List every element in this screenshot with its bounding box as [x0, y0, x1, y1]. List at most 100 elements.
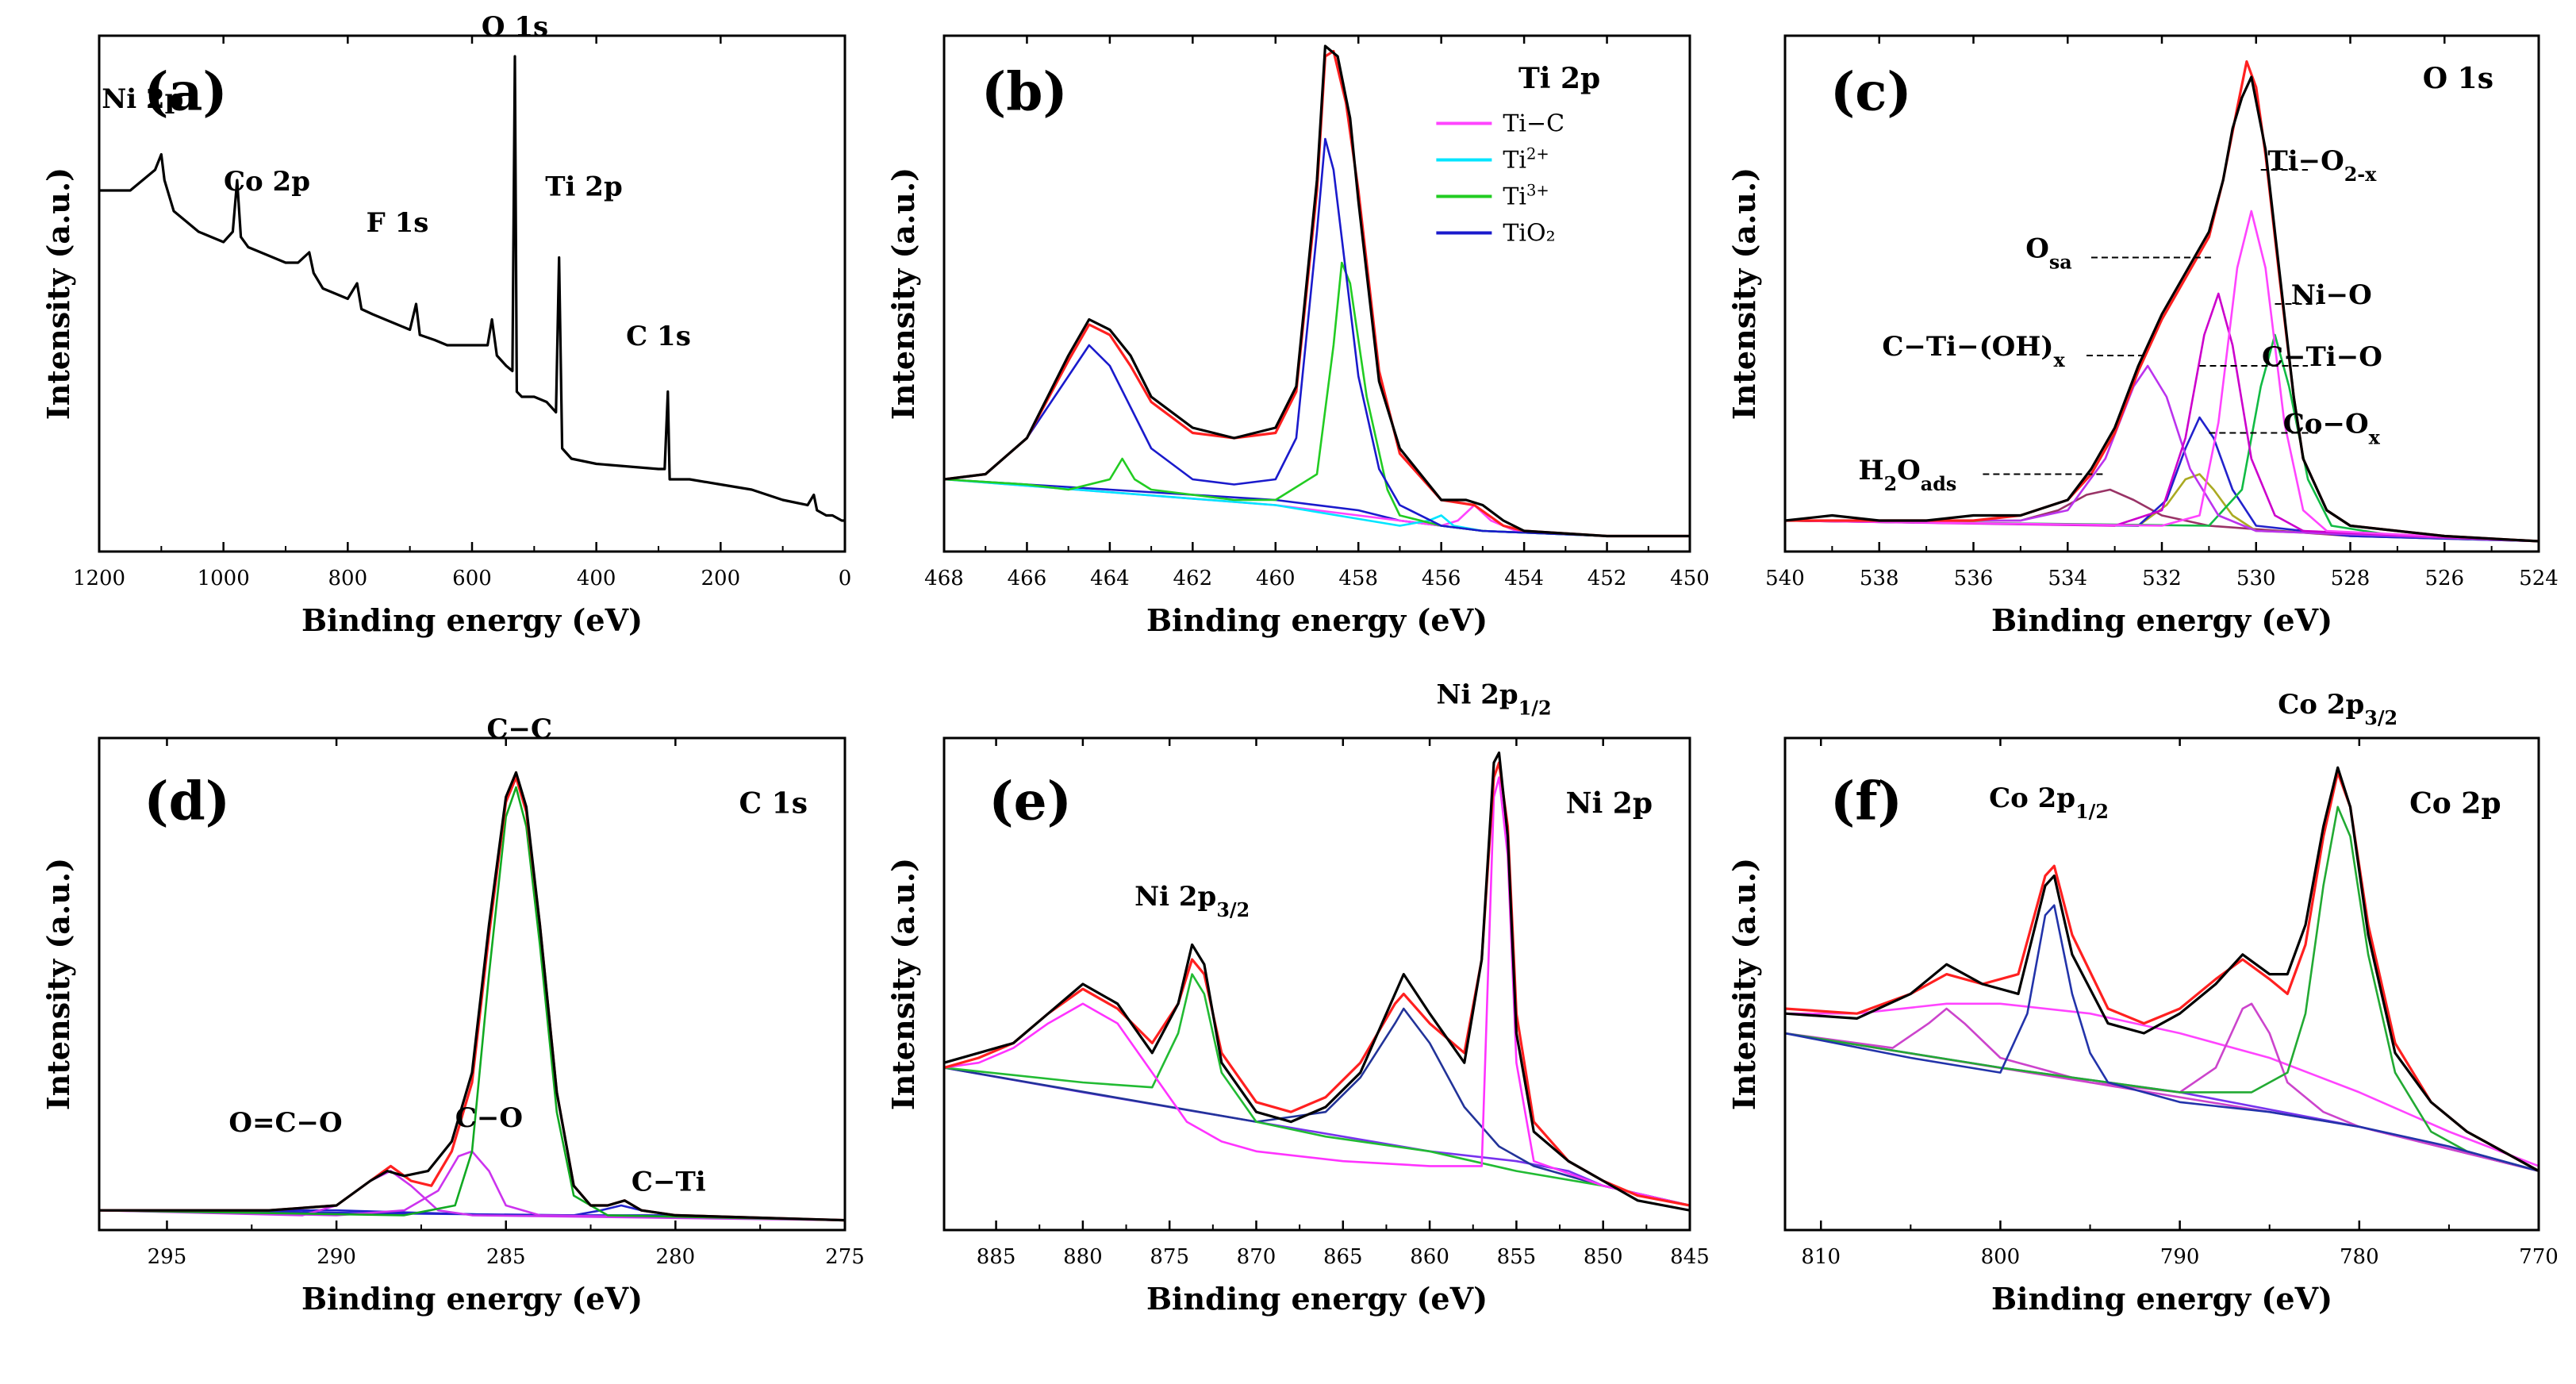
- panel-label: (c): [1830, 61, 1912, 123]
- x-tick-label: 0: [839, 567, 852, 590]
- x-tick-label: 865: [1323, 1245, 1363, 1269]
- x-tick-label: 870: [1237, 1245, 1276, 1269]
- x-tick-label: 770: [2519, 1245, 2559, 1269]
- series-group: [944, 752, 1690, 1212]
- chart-title: Ni 2p: [1566, 787, 1653, 821]
- series-line-ni-sat: [944, 1007, 1690, 1207]
- x-axis-label: Binding energy (eV): [301, 602, 643, 638]
- x-tick-label: 855: [1497, 1245, 1537, 1269]
- series-line-tio-: [944, 137, 1690, 537]
- peak-annotation: Ni−O: [2291, 279, 2372, 311]
- x-tick-label: 810: [1801, 1245, 1841, 1269]
- peak-annotation: Co 2p: [224, 166, 310, 198]
- x-tick-label: 800: [1981, 1245, 2021, 1269]
- y-axis-label: Intensity (a.u.): [40, 858, 76, 1110]
- legend-label: Ti−C: [1503, 110, 1564, 138]
- series-line-fit: [1785, 771, 2539, 1173]
- y-axis-label: Intensity (a.u.): [40, 167, 76, 420]
- x-axis-label: Binding energy (eV): [1146, 1281, 1488, 1317]
- chart-title: C 1s: [739, 787, 808, 821]
- peak-annotation: C−Ti: [632, 1166, 706, 1198]
- x-tick-label: 600: [452, 567, 492, 590]
- peak-annotation: Co−Ox: [2283, 409, 2381, 449]
- series-line-co-sat-1: [1785, 1007, 2539, 1172]
- peak-annotation: O=C−O: [228, 1107, 342, 1139]
- x-tick-label: 456: [1422, 567, 1461, 590]
- series-group: [99, 771, 845, 1222]
- plot-frame: [1783, 736, 2540, 1232]
- x-tick-label: 460: [1256, 567, 1296, 590]
- y-axis-label: Intensity (a.u.): [885, 167, 921, 420]
- series-group: [1785, 60, 2539, 543]
- y-axis-label: Intensity (a.u.): [1726, 167, 1762, 420]
- peak-annotation: Co 2p1/2: [1989, 782, 2109, 823]
- plot-frame: [98, 736, 847, 1232]
- legend-label: Ti3+: [1503, 181, 1549, 211]
- peak-annotation: F 1s: [367, 207, 429, 239]
- series-line-background: [944, 1067, 1690, 1207]
- x-axis-label: Binding energy (eV): [1991, 602, 2332, 638]
- x-tick-label: 275: [825, 1245, 865, 1269]
- series-line-c-c: [99, 786, 845, 1221]
- panel-label: (b): [981, 61, 1068, 123]
- x-tick-label: 454: [1504, 567, 1544, 590]
- peak-annotation: Co 2p3/2: [2278, 689, 2397, 729]
- x-tick-label: 790: [2160, 1245, 2200, 1269]
- plot-frame: [942, 736, 1691, 1232]
- panel-label: (f): [1830, 771, 1902, 832]
- x-tick-label: 885: [977, 1245, 1016, 1269]
- x-tick-label: 285: [486, 1245, 526, 1269]
- x-axis-label: Binding energy (eV): [1146, 602, 1488, 638]
- x-tick-label: 450: [1670, 567, 1710, 590]
- series-line-ni-2p3-2: [944, 973, 1690, 1207]
- series-line-ni-2p1-2-sat: [944, 776, 1690, 1207]
- x-tick-label: 526: [2424, 567, 2464, 590]
- series-line-c-ti-oh-x: [1785, 364, 2539, 543]
- peak-annotation: C−Ti−O: [2262, 341, 2382, 373]
- x-tick-label: 452: [1587, 567, 1627, 590]
- chart-title: Co 2p: [2409, 787, 2501, 821]
- panel-label: (a): [144, 61, 227, 123]
- y-axis-label: Intensity (a.u.): [885, 858, 921, 1110]
- panel-f: 810 800 790 780 770 Binding energy (eV) Intens…: [1726, 689, 2559, 1317]
- series-line-ti3-: [944, 261, 1690, 537]
- x-tick-label: 400: [577, 567, 616, 590]
- x-tick-label: 800: [328, 567, 368, 590]
- peak-annotation: C−Ti−(OH)x: [1882, 331, 2065, 371]
- x-tick-label: 880: [1063, 1245, 1103, 1269]
- legend-label: Ti2+: [1503, 144, 1549, 175]
- peak-annotation: Ti 2p: [545, 171, 622, 203]
- peak-annotation: Ni 2p1/2: [1436, 679, 1551, 720]
- x-tick-label: 466: [1008, 567, 1047, 590]
- peak-annotation: C 1s: [626, 321, 691, 352]
- x-tick-label: 462: [1173, 567, 1213, 590]
- legend-label: TiO₂: [1503, 220, 1555, 248]
- series-line-raw: [99, 771, 845, 1222]
- panel-e: 885 880 875 870 865 860 855 850 845 Binding energ…: [885, 679, 1710, 1317]
- series-line-raw: [944, 752, 1690, 1212]
- series-line-c-o: [99, 1150, 845, 1221]
- peak-annotation: C−C: [487, 713, 553, 745]
- series-line-raw: [944, 44, 1690, 538]
- peak-annotation: Ni 2p: [102, 83, 183, 115]
- x-tick-label: 530: [2236, 567, 2276, 590]
- series-group: [99, 55, 845, 522]
- series-line-survey: [99, 55, 845, 522]
- x-tick-label: 540: [1765, 567, 1805, 590]
- x-tick-label: 860: [1410, 1245, 1449, 1269]
- peak-annotation: Osa: [2025, 233, 2071, 274]
- series-line-co-2p1-2: [1785, 904, 2539, 1172]
- chart-title: Ti 2p: [1518, 62, 1600, 95]
- series-line-fit: [944, 761, 1690, 1207]
- x-tick-label: 534: [2048, 567, 2087, 590]
- series-line-background: [1785, 1032, 2539, 1172]
- x-tick-label: 290: [317, 1245, 356, 1269]
- x-tick-label: 875: [1150, 1245, 1189, 1269]
- series-line-co-ox: [1785, 473, 2539, 543]
- peak-annotation: Ti−O2-x: [2267, 145, 2377, 186]
- series-line-raw: [1785, 75, 2539, 543]
- panel-b: 468 466 464 462 460 458 456 454 452 450 Binding en…: [885, 34, 1710, 638]
- x-tick-label: 280: [656, 1245, 696, 1269]
